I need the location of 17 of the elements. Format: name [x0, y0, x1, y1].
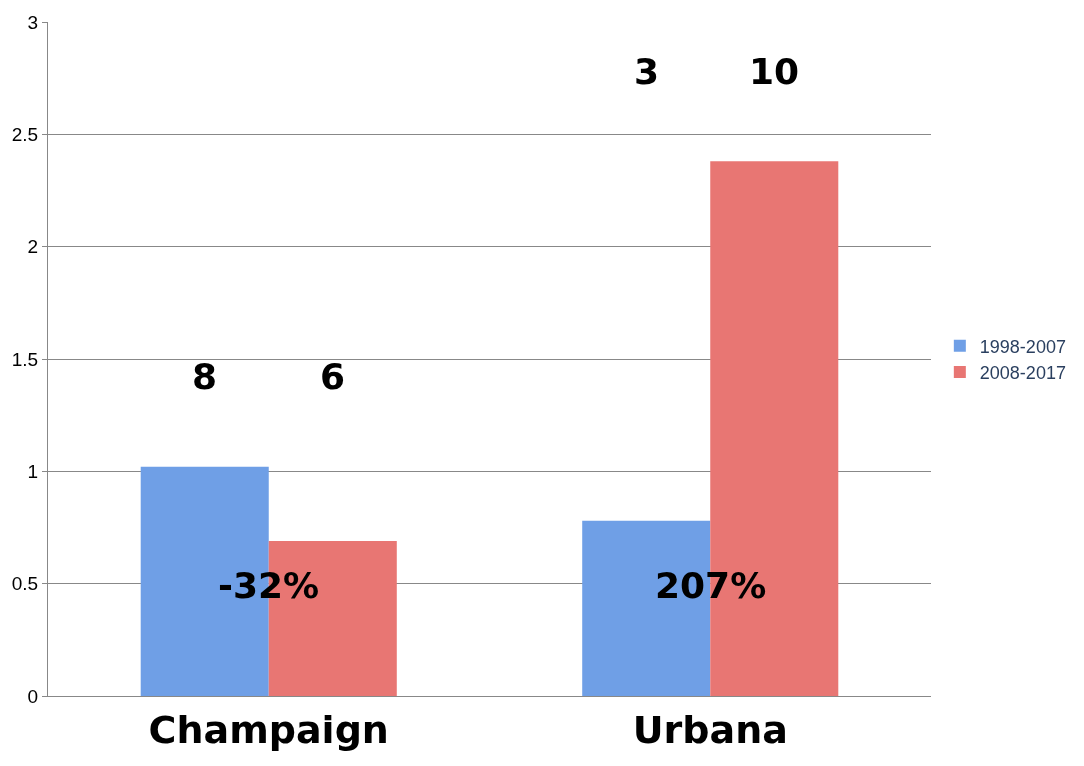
y-tick-label: 1: [27, 460, 39, 482]
y-tick-label: 0: [27, 685, 39, 707]
legend-label: 1998-2007: [979, 336, 1066, 357]
annotation: 8: [192, 356, 218, 397]
annotation: 3: [634, 51, 660, 92]
y-tick-label: 1.5: [11, 348, 39, 370]
y-tick-label: 2.5: [11, 123, 39, 145]
y-tick-label: 2: [27, 236, 39, 258]
annotation: 6: [320, 356, 346, 397]
x-tick-label: Urbana: [632, 707, 788, 752]
annotation: 10: [749, 51, 800, 92]
annotation: -32%: [218, 565, 320, 606]
annotation: 207%: [655, 565, 767, 606]
y-tick-label: 0.5: [11, 573, 39, 595]
x-tick-label: Champaign: [148, 707, 389, 752]
y-tick-label: 3: [27, 11, 39, 33]
legend-label: 2008-2017: [979, 363, 1066, 384]
